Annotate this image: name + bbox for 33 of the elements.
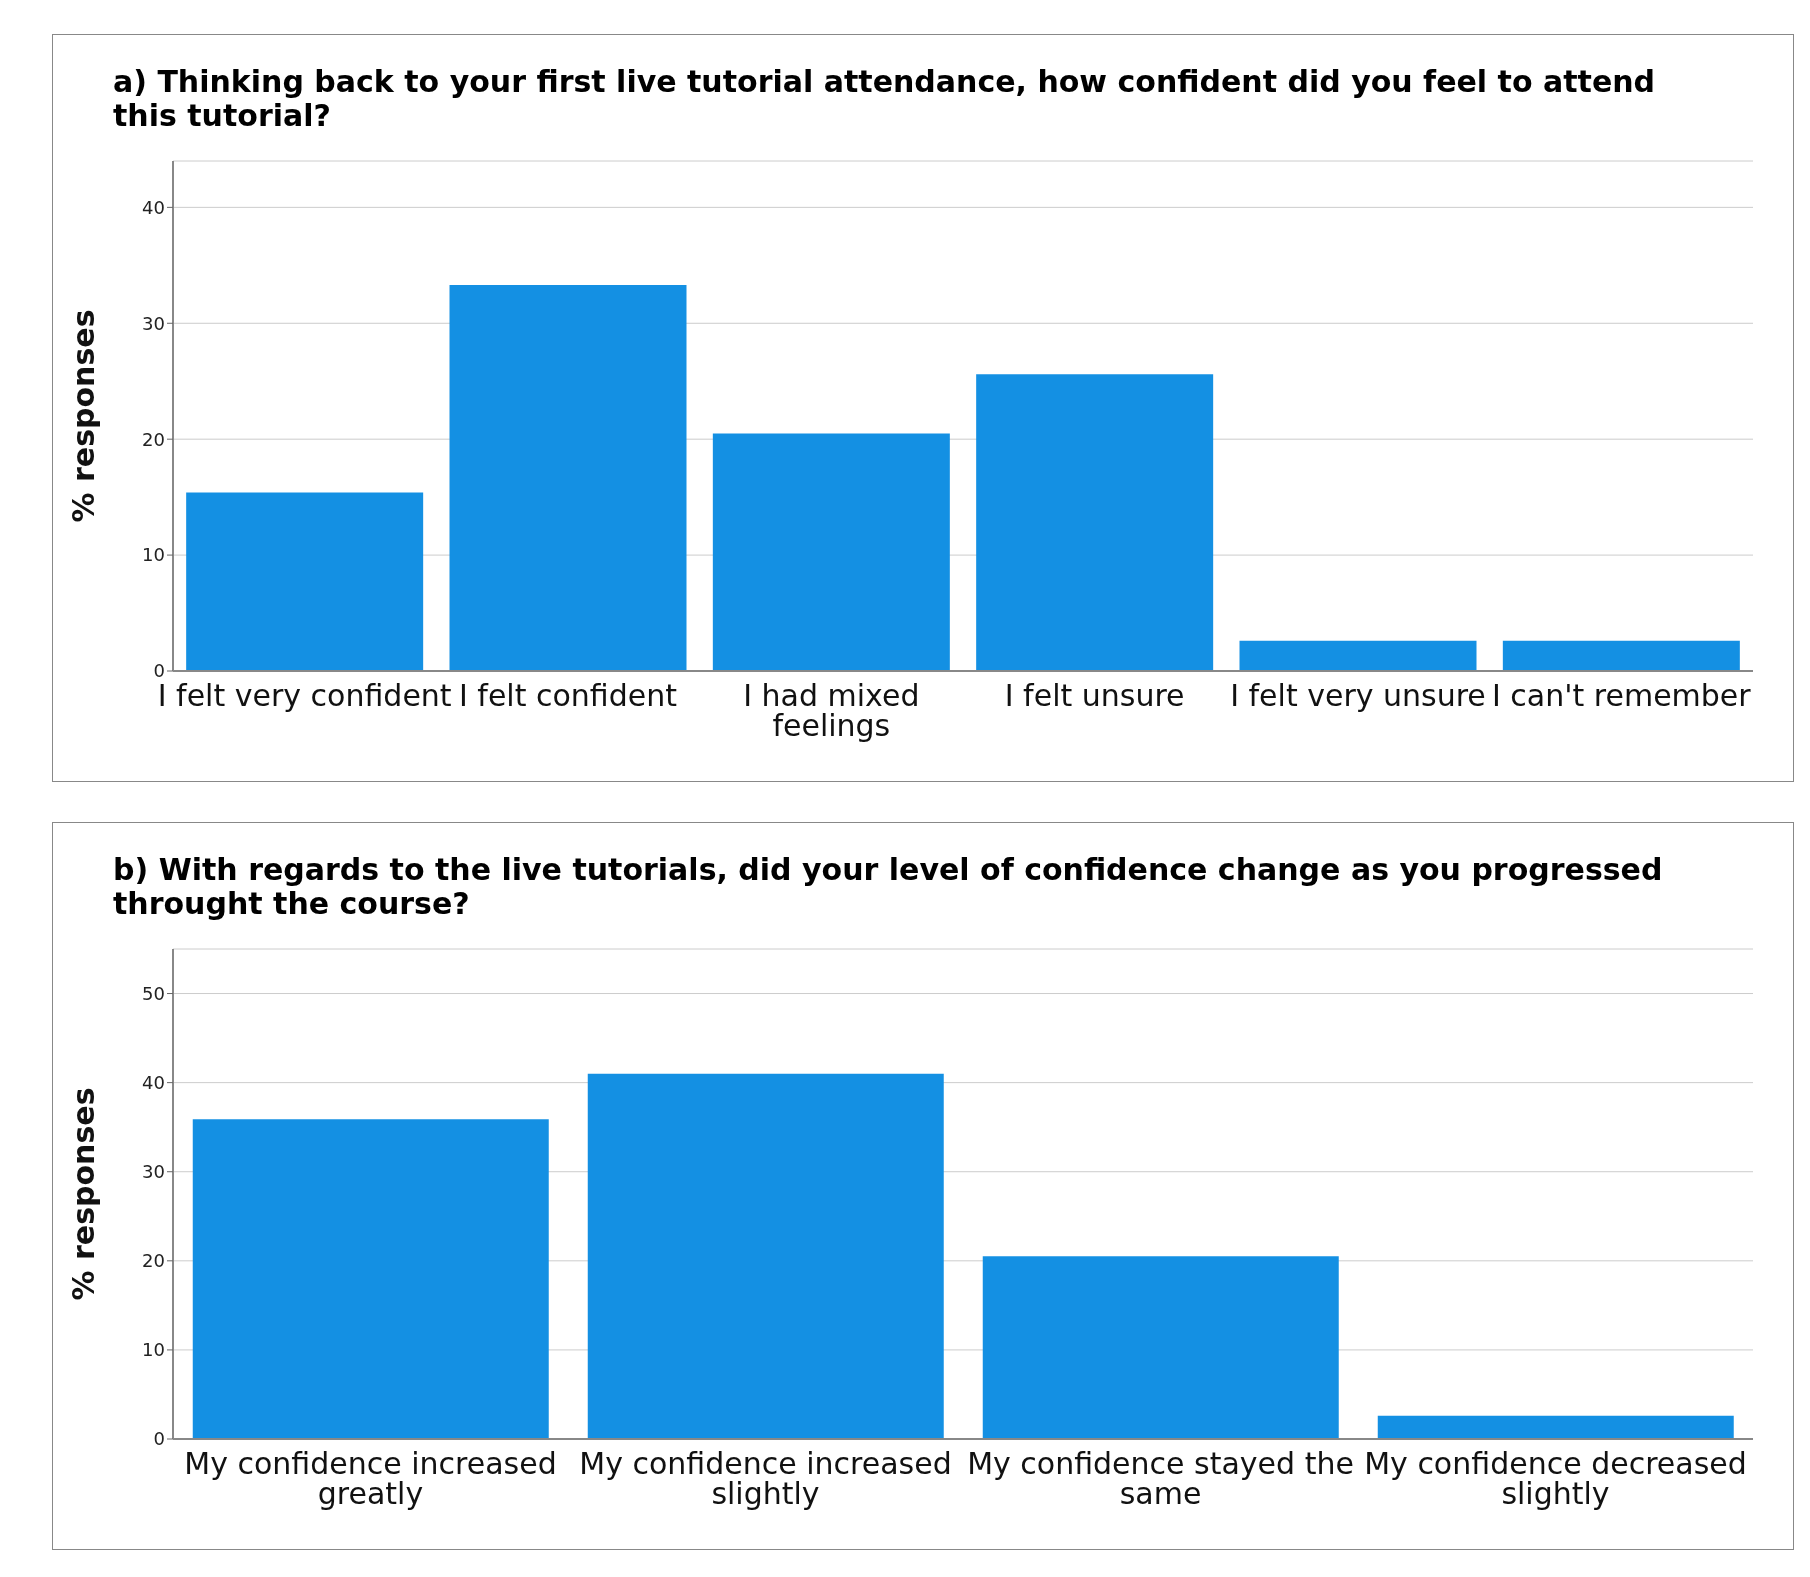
y-tick-label: 40 (142, 196, 165, 218)
y-axis-title: % responses (65, 309, 101, 523)
bar (982, 1256, 1339, 1439)
bar (1239, 640, 1477, 671)
bar (587, 1073, 944, 1439)
y-tick-label: 20 (142, 428, 165, 450)
bar (712, 433, 950, 671)
bar (1502, 640, 1740, 671)
bar (976, 374, 1214, 671)
bar (192, 1119, 549, 1439)
x-tick-label: I felt unsure (1004, 678, 1185, 714)
y-tick-label: 30 (142, 312, 165, 334)
y-tick-label: 40 (142, 1072, 165, 1094)
y-tick-label: 20 (142, 1250, 165, 1272)
x-tick-label: I felt confident (458, 678, 678, 714)
x-tick-label: My confidence stayed the same (967, 1446, 1354, 1512)
x-tick-label: I can't remember (1491, 678, 1752, 714)
x-tick-label: My confidence increased slightly (579, 1446, 952, 1512)
y-tick-label: 50 (142, 982, 165, 1004)
x-tick-label: My confidence increased greatly (184, 1446, 557, 1512)
chart-title: a) Thinking back to your first live tutorial attendance, how confident did you feel to attend this tutorial? (112, 63, 1657, 135)
chart-title: b) With regards to the live tutorials, did your level of confidence change as you progressed throught the course? (112, 851, 1664, 923)
y-tick-label: 10 (142, 1339, 165, 1361)
y-tick-label: 0 (153, 1428, 165, 1450)
y-axis-title: % responses (65, 1087, 101, 1301)
y-tick-label: 10 (142, 544, 165, 566)
x-tick-label: I felt very unsure (1230, 678, 1486, 714)
bar (1377, 1415, 1734, 1439)
bar (449, 285, 687, 671)
x-tick-label: I had mixed feelings (743, 678, 920, 744)
x-tick-label: My confidence decreased slightly (1364, 1446, 1747, 1512)
y-tick-label: 30 (142, 1161, 165, 1183)
bar (186, 492, 424, 671)
